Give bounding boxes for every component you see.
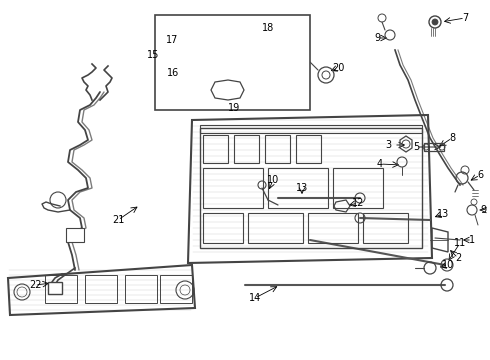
Text: 21: 21	[112, 215, 124, 225]
Bar	[200, 128, 422, 248]
Circle shape	[432, 19, 438, 25]
Text: 17: 17	[166, 35, 178, 45]
Bar	[125, 275, 157, 303]
Bar	[308, 213, 358, 243]
Bar	[268, 168, 328, 208]
Circle shape	[190, 27, 196, 33]
Text: 5: 5	[413, 142, 419, 152]
Text: 11: 11	[454, 238, 466, 248]
Text: 9: 9	[480, 205, 486, 215]
Text: 15: 15	[147, 50, 159, 60]
Text: 1: 1	[469, 235, 475, 245]
Text: 7: 7	[462, 13, 468, 23]
Bar	[200, 125, 422, 133]
Text: 14: 14	[249, 293, 261, 303]
Bar	[48, 282, 62, 294]
Text: 6: 6	[477, 170, 483, 180]
Text: 3: 3	[385, 140, 391, 150]
Bar	[66, 228, 84, 242]
Bar	[248, 213, 303, 243]
Text: 22: 22	[29, 280, 41, 290]
Bar	[203, 213, 243, 243]
Bar	[160, 275, 192, 303]
Bar	[234, 135, 259, 163]
Text: 10: 10	[267, 175, 279, 185]
Bar	[203, 135, 228, 163]
Bar	[203, 168, 263, 208]
Bar	[424, 143, 444, 151]
Text: 19: 19	[228, 103, 240, 113]
Text: 4: 4	[377, 159, 383, 169]
Bar	[333, 168, 383, 208]
Text: 9: 9	[374, 33, 380, 43]
Text: 16: 16	[167, 68, 179, 78]
Text: 13: 13	[296, 183, 308, 193]
Bar	[296, 135, 321, 163]
Text: 2: 2	[455, 253, 461, 263]
Bar	[363, 213, 408, 243]
Text: 13: 13	[437, 209, 449, 219]
Text: 18: 18	[262, 23, 274, 33]
Bar	[265, 135, 290, 163]
Bar	[85, 275, 117, 303]
Bar	[155, 15, 310, 110]
Text: 12: 12	[352, 198, 364, 208]
Bar	[45, 275, 77, 303]
Text: 20: 20	[332, 63, 344, 73]
Text: 8: 8	[449, 133, 455, 143]
Circle shape	[322, 71, 330, 79]
Text: 10: 10	[442, 260, 454, 270]
